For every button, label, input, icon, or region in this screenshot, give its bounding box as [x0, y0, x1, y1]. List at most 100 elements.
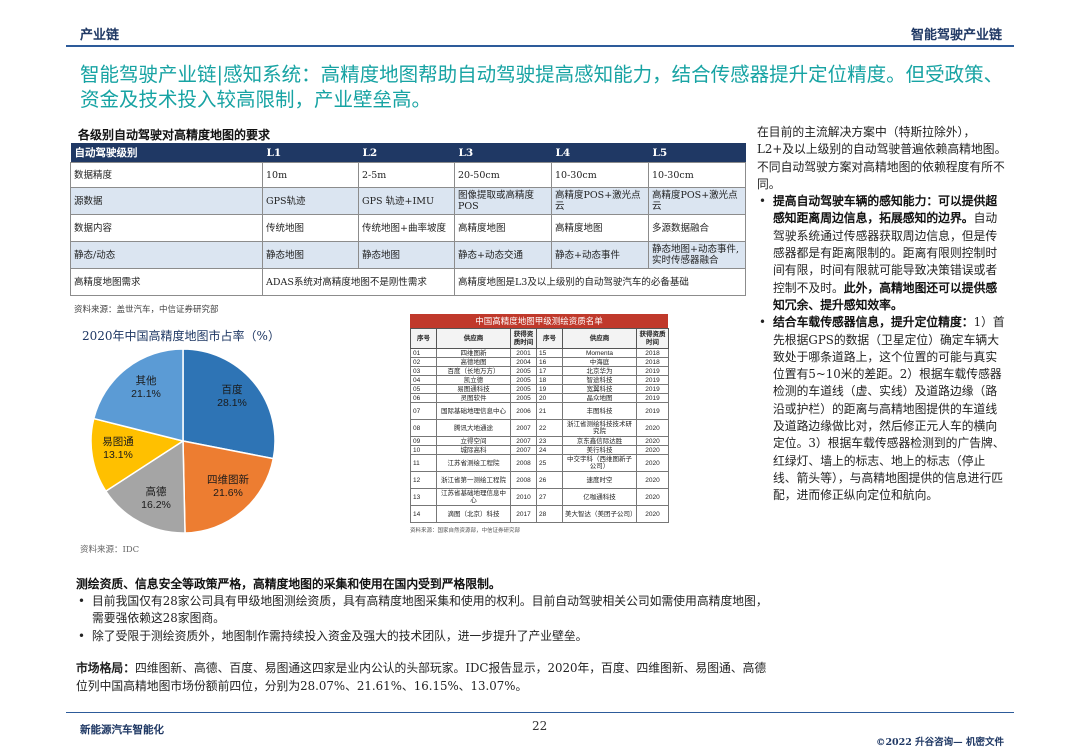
table-cell: 浙江省测绘科技技术研究院 [562, 419, 637, 437]
table-cell: 09 [410, 436, 437, 446]
header-report-title: 智能驾驶产业链 [910, 28, 1002, 43]
table-cell: 2020 [636, 505, 669, 523]
column-header: L3 [454, 143, 552, 163]
table-row: 08 腾讯大地通途 2007 22 浙江省测绘科技技术研究院 2020 [410, 419, 669, 437]
table-cell: 高精度地图需求 [70, 268, 263, 296]
requirement-table-heading: 各级别自动驾驶对高精度地图的要求 [78, 128, 271, 142]
table-cell: 20-50cm [454, 162, 552, 188]
table-cell: Momenta [562, 348, 637, 358]
table-cell: 10-30cm [551, 162, 649, 188]
pie-label-emapgo: 易图通 13.1% [86, 436, 150, 462]
table-row: 03 百度（长地万方） 2005 17 北京华为 2019 [410, 366, 669, 376]
pie-value-label: 16.2% [141, 499, 171, 511]
pie-label-others: 其他 21.1% [114, 375, 178, 401]
table-row: 01 四维图新 2001 15 Momenta 2018 [410, 348, 669, 358]
pie-label-navinfo: 四维图新 21.6% [196, 474, 260, 500]
pie-chart-source: 资料来源：IDC [80, 545, 140, 555]
table-cell: 美行科技 [562, 445, 637, 455]
table-cell: 2008 [510, 454, 537, 472]
policy-bullet: 除了受限于测绘资质外，地图制作需持续投入资金及强大的技术团队，进一步提升了产业壁… [76, 628, 776, 645]
bullet-text: 1）首先根据GPS的数据（卫星定位）确定车辆大致处于哪条道路上，这个位置的可能与… [773, 315, 1005, 503]
market-text: 四维图新、高德、百度、易图通这四家是业内公认的头部玩家。IDC报告显示，2020… [76, 661, 767, 693]
table-cell: 城际高科 [436, 445, 511, 455]
table-row: 数据内容 传统地图 传统地图+曲率坡度 高精度地图 高精度地图 多源数据融合 [70, 214, 746, 242]
header-divider [66, 45, 1014, 47]
table-cell: 数据内容 [70, 214, 263, 242]
table-cell: 2010 [510, 488, 537, 506]
table-cell: 2005 [510, 393, 537, 403]
table-cell: 中海庭 [562, 357, 637, 367]
table-cell: 2007 [510, 436, 537, 446]
table-cell: 智途科技 [562, 375, 637, 385]
table-cell: 江苏省测绘工程院 [436, 454, 511, 472]
table-cell: 2019 [636, 366, 669, 376]
bullet-text: 自动驾驶系统通过传感器获取周边信息，但是传感器都是有距离限制的。距离有限则控制时… [773, 211, 998, 295]
table-cell: 18 [536, 375, 563, 385]
table-cell: 10 [410, 445, 437, 455]
table-cell: 2006 [510, 402, 537, 420]
table-row: 14 滴图（北京）科技 2017 28 美大智达（美团子公司） 2020 [410, 505, 669, 523]
table-cell: 北京华为 [562, 366, 637, 376]
table-cell: 图像提取或高精度POS [454, 187, 552, 215]
pie-label-baidu: 百度 28.1% [200, 384, 264, 410]
qualification-list: 中国高精度地图甲级测绘资质名单 序号 供应商 获得资质时间 序号 供应商 获得资… [410, 314, 669, 534]
table-cell: 13 [410, 488, 437, 506]
table-row: 06 灵图软件 2005 20 晶众地图 2019 [410, 393, 669, 403]
table-cell: 静态+动态事件 [551, 241, 649, 269]
page-number: 22 [532, 719, 548, 733]
table-cell: 高精度地图是L3及以上级别的自动驾驶汽车的必备基础 [454, 268, 746, 296]
table-cell: 腾讯大地通途 [436, 419, 511, 437]
qualification-table: 序号 供应商 获得资质时间 序号 供应商 获得资质时间 01 四维图新 2001 15… [410, 328, 669, 523]
table-cell: 15 [536, 348, 563, 358]
table-cell: 2020 [636, 419, 669, 437]
table-cell: 2020 [636, 454, 669, 472]
pie-slice-3 [90, 417, 185, 493]
table-cell: 10m [262, 162, 359, 188]
table-cell: 26 [536, 471, 563, 489]
table-cell: 2019 [636, 375, 669, 385]
policy-heading: 测绘资质、信息安全等政策严格，高精度地图的采集和使用在国内受到严格限制。 [76, 577, 501, 591]
table-cell: 04 [410, 375, 437, 385]
column-header: 获得资质时间 [510, 328, 537, 349]
pie-slice-4 [92, 348, 184, 442]
column-header: L2 [358, 143, 455, 163]
pie-value-label: 13.1% [103, 449, 133, 461]
intro-paragraph: 在目前的主流解决方案中（特斯拉除外），L2+及以上级别的自动驾驶普遍依赖高精地图… [757, 125, 1007, 191]
pie-category-label: 高德 [145, 486, 167, 498]
table-cell: ADAS系统对高精度地图不是刚性需求 [262, 268, 455, 296]
table-cell: 23 [536, 436, 563, 446]
bullet-heading: 提高自动驾驶车辆的感知能力：可以提供超感知距离周边信息，拓展感知的边界。 [773, 194, 998, 226]
column-header: 供应商 [562, 328, 637, 349]
table-cell: 百度（长地万方） [436, 366, 511, 376]
pie-chart [90, 348, 276, 534]
table-cell: 亿咖通科技 [562, 488, 637, 506]
table-cell: 08 [410, 419, 437, 437]
pie-category-label: 易图通 [102, 436, 134, 448]
table-row: 11 江苏省测绘工程院 2008 25 中交宇科（西维图新子公司） 2020 [410, 454, 669, 472]
table-row: 02 高德地图 2004 16 中海庭 2018 [410, 357, 669, 367]
table-cell: 2019 [636, 384, 669, 394]
table-row: 07 国际基础地理信息中心 2006 21 丰图科技 2019 [410, 402, 669, 420]
table-cell: 10-30cm [648, 162, 746, 188]
table-cell: 易图通科技 [436, 384, 511, 394]
table-cell: 数据精度 [70, 162, 263, 188]
table-cell: 静态地图 [358, 241, 455, 269]
bullet-emphasis: 此外，高精地图还可以提供感知冗余、提升感知效率。 [773, 280, 998, 312]
table-cell: 静态/动态 [70, 241, 263, 269]
table-cell: 速度时空 [562, 471, 637, 489]
table-cell: 14 [410, 505, 437, 523]
table-cell: 立得空间 [436, 436, 511, 446]
column-header: 序号 [536, 328, 563, 349]
qualification-list-caption: 中国高精度地图甲级测绘资质名单 [410, 314, 668, 328]
header-section-label: 产业链 [80, 28, 120, 43]
pie-slice-2 [104, 439, 186, 534]
table-cell: 浙江省第一测绘工程院 [436, 471, 511, 489]
table-cell: 16 [536, 357, 563, 367]
footer-divider [66, 712, 1014, 713]
table-cell: 27 [536, 488, 563, 506]
column-header: 供应商 [436, 328, 511, 349]
table-row: 源数据 GPS轨迹 GPS 轨迹+IMU 图像提取或高精度POS 高精度POS+… [70, 187, 746, 215]
table-cell: 源数据 [70, 187, 263, 215]
requirement-table-header: 自动驾驶级别 L1 L2 L3 L4 L5 [70, 143, 746, 163]
table-cell: 07 [410, 402, 437, 420]
